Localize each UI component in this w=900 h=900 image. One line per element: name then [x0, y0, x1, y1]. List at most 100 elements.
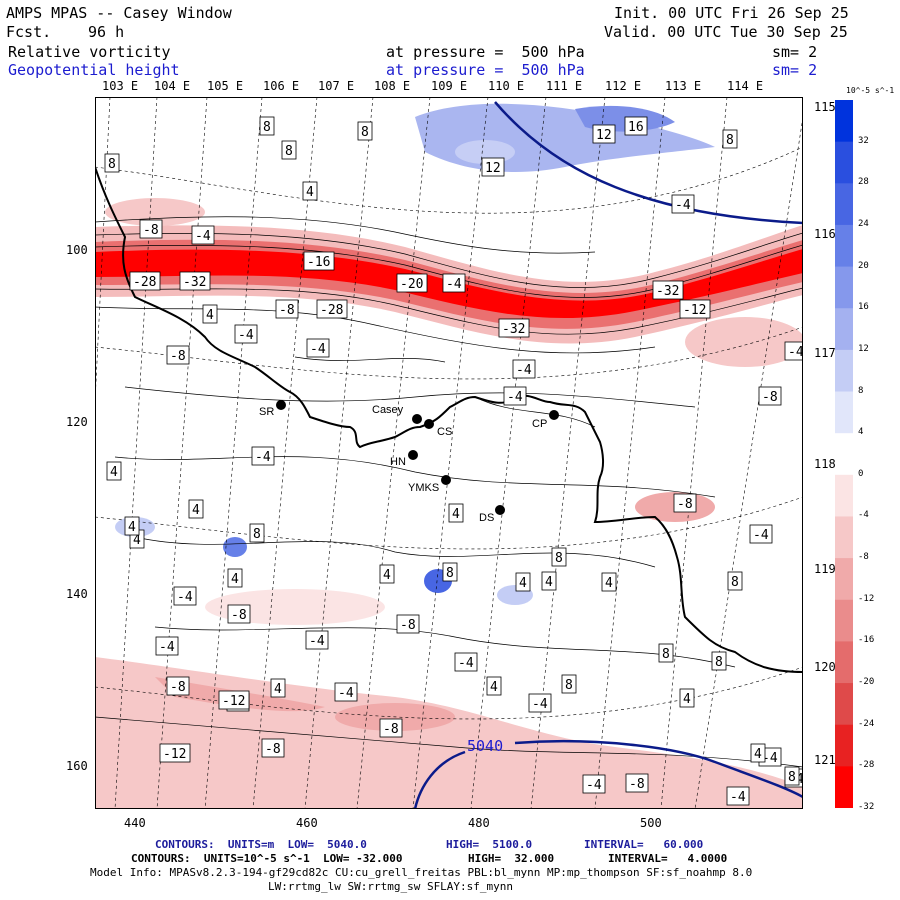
- contour-label: 16: [624, 116, 648, 136]
- contour-label-text: 4: [128, 520, 136, 535]
- contour-label-box: [166, 676, 190, 696]
- contour-label-box: [442, 562, 458, 582]
- station-label: YMKS: [408, 482, 439, 494]
- contour-label-text: -32: [656, 284, 679, 299]
- colorbar-segment: [835, 558, 853, 601]
- contour-label: -8: [379, 718, 403, 738]
- contour-label-text: 4: [754, 747, 762, 762]
- contour-label-box: [379, 718, 403, 738]
- contour-label-box: [104, 153, 120, 173]
- contour-label-box: [305, 630, 329, 650]
- model-info: Model Info: MPASv8.2.3-194-gf29cd82c CU:…: [90, 866, 753, 879]
- contour-label-box: [159, 743, 191, 763]
- contour-label-text: 4: [683, 692, 691, 707]
- vorticity-red-patch: [105, 198, 205, 226]
- contour-label: -4: [528, 693, 552, 713]
- contour-label: 8: [104, 153, 120, 173]
- station-markers: [276, 400, 559, 515]
- station-casey-marker: [412, 414, 422, 424]
- height-contour-high: HIGH= 5100.0: [446, 838, 533, 851]
- contour-label-box: [302, 181, 318, 201]
- forecast-label: Fcst.: [6, 23, 52, 41]
- lon-label: 111 E: [546, 79, 583, 93]
- contour-label-text: 8: [285, 144, 293, 159]
- contour-label: -8: [673, 493, 697, 513]
- y-axis-label: 120: [66, 415, 88, 429]
- colorbar-segment: [835, 308, 853, 351]
- contour-label-box: [658, 643, 674, 663]
- contour-label-text: 12: [596, 128, 612, 143]
- contour-label: 12: [481, 157, 505, 177]
- vort-contour-info: CONTOURS: UNITS=10^-5 s^-1 LOW= -32.000: [131, 852, 403, 865]
- contour-label-box: [166, 345, 190, 365]
- lon-label: 104 E: [154, 79, 191, 93]
- contour-label-text: 8: [108, 157, 116, 172]
- contour-label-box: [129, 271, 161, 291]
- contour-label-box: [179, 271, 211, 291]
- contour-label: -4: [334, 682, 358, 702]
- contour-label-box: [592, 124, 616, 144]
- lon-label: 113 E: [665, 79, 702, 93]
- contour-label-box: [124, 516, 140, 536]
- contour-label-text: 12: [485, 161, 501, 176]
- contour-label: -4: [726, 786, 750, 806]
- contour-label: -28: [129, 271, 161, 291]
- contour-label-box: [202, 304, 218, 324]
- model-info-physics: LW:rrtmg_lw SW:rrtmg_sw SFLAY:sf_mynn: [268, 880, 514, 893]
- contour-label-box: [281, 140, 297, 160]
- contour-label-box: [679, 299, 711, 319]
- contour-label: -8: [625, 773, 649, 793]
- contour-label-text: -4: [730, 790, 746, 805]
- field2-pressure: at pressure = 500 hPa: [386, 61, 585, 79]
- latlon-grid: [95, 97, 803, 809]
- contour-label-box: [188, 499, 204, 519]
- contour-label: -4: [155, 636, 179, 656]
- contour-label: 8: [281, 140, 297, 160]
- vorticity-red-patch: [685, 317, 803, 367]
- field1-name: Relative vorticity: [8, 43, 171, 61]
- contour-label-box: [227, 568, 243, 588]
- colorbar-segment: [835, 349, 853, 393]
- lon-label: 105 E: [207, 79, 244, 93]
- contour-label-box: [191, 225, 215, 245]
- contour-label: 8: [551, 547, 567, 567]
- contour-label: 4: [541, 571, 557, 591]
- contour-label-box: [396, 273, 428, 293]
- contour-label: -32: [179, 271, 211, 291]
- vort-contour-high: HIGH= 32.000: [468, 852, 555, 865]
- contour-label: -12: [159, 743, 191, 763]
- contour-label: 12: [592, 124, 616, 144]
- vorticity-map: SR Casey CS HN YMKS DS CP 8 88121688124-4…: [95, 97, 803, 809]
- contour-label-text: 8: [263, 120, 271, 135]
- colorbar-tick: -24: [858, 718, 875, 729]
- lon-label: 106 E: [263, 79, 300, 93]
- station-cs-marker: [424, 419, 434, 429]
- colorbar-tick: 24: [858, 218, 869, 229]
- contour-label-text: -4: [255, 450, 271, 465]
- colorbar-tick: 4: [858, 427, 864, 438]
- colorbar-segment: [835, 100, 853, 143]
- contour-label-text: -4: [446, 277, 462, 292]
- contour-label-text: -8: [170, 680, 186, 695]
- contour-label-box: [750, 743, 766, 763]
- colorbar-tick: 28: [858, 177, 869, 188]
- contour-label-text: 4: [133, 533, 141, 548]
- contour-label-box: [442, 273, 466, 293]
- colorbar-segment: [835, 224, 853, 268]
- contour-label-text: -20: [400, 277, 423, 292]
- contour-label: 4: [448, 503, 464, 523]
- contour-label: 4: [188, 499, 204, 519]
- contour-label-box: [234, 324, 258, 344]
- contour-label-box: [306, 338, 330, 358]
- contour-label-text: 8: [715, 655, 723, 670]
- contour-label: 4: [106, 461, 122, 481]
- contour-label-text: 4: [519, 576, 527, 591]
- colorbar-tick: -8: [858, 552, 869, 563]
- contour-label-text: -4: [753, 528, 769, 543]
- contour-label: -4: [251, 446, 275, 466]
- contour-label-box: [758, 386, 782, 406]
- contour-label-box: [379, 564, 395, 584]
- contour-label-text: -4: [586, 778, 602, 793]
- contour-label-text: 8: [788, 770, 796, 785]
- contour-label-box: [727, 571, 743, 591]
